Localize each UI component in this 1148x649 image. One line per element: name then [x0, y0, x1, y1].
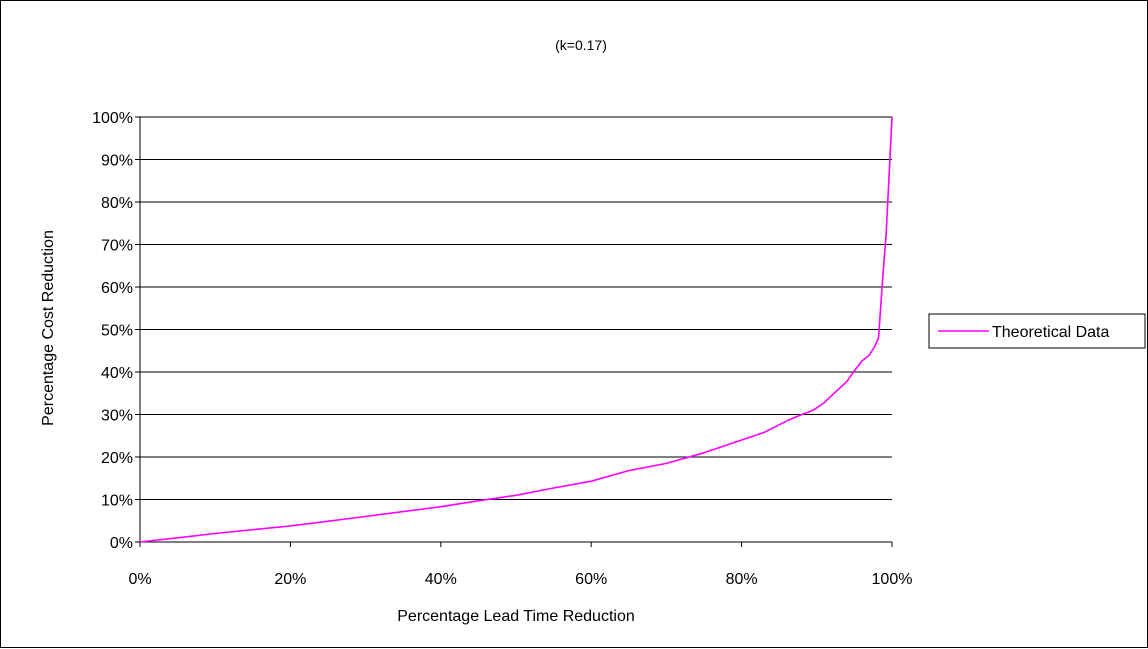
x-tick-label: 40% [425, 571, 457, 588]
x-axis-label: Percentage Lead Time Reduction [397, 608, 634, 625]
legend-label: Theoretical Data [992, 324, 1109, 341]
x-tick-label: 100% [872, 571, 913, 588]
y-tick-label: 30% [101, 408, 133, 425]
y-tick-label: 10% [101, 493, 133, 510]
x-tick-labels: 0% 20% 40% 60% 80% 100% [128, 571, 912, 588]
y-tick-label: 0% [110, 535, 133, 552]
y-tick-labels: 0% 10% 20% 30% 40% 50% 60% 70% 80% 90% 100% [92, 110, 133, 552]
x-tick-label: 60% [575, 571, 607, 588]
y-tick-label: 70% [101, 238, 133, 255]
y-axis-label: Percentage Cost Reduction [40, 230, 57, 426]
series-line [139, 116, 893, 543]
chart-title: (k=0.17) [555, 37, 607, 53]
x-tick-label: 0% [128, 571, 151, 588]
y-tick-label: 90% [101, 153, 133, 170]
y-tick-label: 40% [101, 365, 133, 382]
y-tick-label: 60% [101, 280, 133, 297]
y-tick-label: 100% [92, 110, 133, 127]
legend: Theoretical Data [928, 313, 1146, 349]
y-tick-label: 80% [101, 195, 133, 212]
x-tick-label: 80% [726, 571, 758, 588]
y-tick-label: 50% [101, 323, 133, 340]
y-tick-label: 20% [101, 450, 133, 467]
x-tick-label: 20% [274, 571, 306, 588]
gridlines [135, 116, 892, 543]
axes [139, 117, 893, 547]
series-lines [139, 116, 893, 543]
